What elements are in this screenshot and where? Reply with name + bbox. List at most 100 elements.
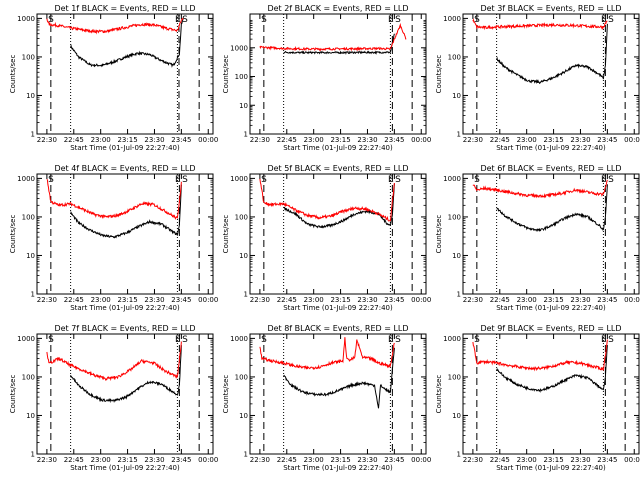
event-marker-e: E	[601, 15, 607, 25]
event-marker-s: S	[608, 15, 614, 25]
lld-series-line	[46, 341, 182, 382]
x-tick-label: 22:45	[277, 456, 297, 464]
events-series-line	[70, 184, 182, 239]
x-tick-label: 00:00	[624, 136, 640, 144]
y-tick-label: 100	[235, 373, 248, 381]
chart-panel-5: Det 5f BLACK = Events, RED = LLD 1 10 100 10…	[222, 164, 431, 312]
y-tick-label: 1000	[17, 335, 35, 343]
event-marker-s: S	[395, 15, 401, 25]
events-series-line	[496, 184, 608, 232]
x-tick-label: 22:30	[37, 136, 57, 144]
y-tick-label: 100	[448, 373, 461, 381]
chart-panel-7: Det 7f BLACK = Events, RED = LLD 1 10 100 10…	[9, 324, 218, 472]
chart-title: Det 9f BLACK = Events, RED = LLD	[480, 324, 621, 333]
y-tick-label: 10	[452, 412, 461, 420]
y-tick-label: 1	[31, 131, 35, 139]
x-tick-label: 22:45	[277, 136, 297, 144]
y-tick-label: 100	[22, 53, 35, 61]
x-tick-label: 22:30	[463, 296, 483, 304]
x-tick-label: 00:00	[198, 456, 218, 464]
chart-title: Det 8f BLACK = Events, RED = LLD	[267, 324, 408, 333]
x-axis-label: Start Time (01-Jul-09 22:27:40)	[496, 144, 606, 152]
event-marker-s: S	[608, 335, 614, 345]
event-marker-s: S	[182, 15, 188, 25]
x-tick-label: 22:45	[64, 456, 84, 464]
events-series-line	[496, 23, 608, 85]
lld-series-line	[472, 18, 608, 31]
y-tick-label: 10	[239, 252, 248, 260]
y-axis-label: Counts/sec	[9, 215, 17, 254]
y-axis-label: Counts/sec	[9, 375, 17, 414]
y-axis-label: Counts/sec	[222, 375, 230, 414]
chart-title: Det 6f BLACK = Events, RED = LLD	[480, 164, 621, 173]
x-tick-label: 23:15	[543, 136, 563, 144]
lld-series-line	[259, 22, 407, 52]
plot-frame	[249, 13, 427, 135]
y-tick-label: 10	[239, 102, 248, 110]
y-tick-label: 100	[235, 73, 248, 81]
x-tick-label: 23:15	[330, 456, 350, 464]
chart-panel-9: Det 9f BLACK = Events, RED = LLD 1 10 100 10…	[435, 324, 640, 472]
x-tick-label: 23:45	[171, 296, 191, 304]
x-tick-label: 22:30	[250, 456, 270, 464]
y-axis-label: Counts/sec	[435, 375, 443, 414]
chart-title: Det 4f BLACK = Events, RED = LLD	[54, 164, 195, 173]
y-tick-label: 1000	[443, 15, 461, 23]
y-tick-label: 10	[239, 412, 248, 420]
x-tick-label: 22:45	[490, 136, 510, 144]
x-tick-label: 22:45	[64, 296, 84, 304]
event-marker-s: S	[261, 335, 267, 345]
x-tick-label: 23:15	[543, 456, 563, 464]
x-tick-label: 23:45	[171, 136, 191, 144]
x-tick-label: 23:30	[570, 296, 590, 304]
y-tick-label: 1000	[443, 335, 461, 343]
y-tick-label: 1	[244, 451, 248, 459]
event-marker-e: E	[601, 175, 607, 185]
plot-frame	[249, 173, 427, 295]
event-marker-e: E	[175, 335, 181, 345]
event-marker-e: E	[601, 335, 607, 345]
y-axis-label: Counts/sec	[435, 55, 443, 94]
y-tick-label: 10	[26, 252, 35, 260]
x-tick-label: 00:00	[411, 456, 431, 464]
y-axis-label: Counts/sec	[222, 215, 230, 254]
y-tick-label: 10	[452, 92, 461, 100]
chart-panel-8: Det 8f BLACK = Events, RED = LLD 1 10 100 10…	[222, 324, 431, 472]
x-tick-label: 23:45	[597, 136, 617, 144]
plot-frame	[462, 333, 640, 455]
y-axis-label: Counts/sec	[435, 215, 443, 254]
y-tick-label: 1	[457, 451, 461, 459]
event-marker-s: S	[48, 175, 54, 185]
x-tick-label: 23:15	[117, 456, 137, 464]
x-tick-label: 23:45	[597, 296, 617, 304]
y-tick-label: 100	[235, 213, 248, 221]
lld-series-line	[472, 179, 608, 199]
x-tick-label: 23:45	[384, 296, 404, 304]
x-tick-label: 23:00	[91, 136, 111, 144]
x-tick-label: 22:30	[250, 296, 270, 304]
y-tick-label: 100	[22, 213, 35, 221]
x-tick-label: 00:00	[198, 296, 218, 304]
event-marker-e: E	[175, 15, 181, 25]
x-tick-label: 00:00	[624, 456, 640, 464]
event-marker-e: E	[175, 175, 181, 185]
x-tick-label: 22:30	[463, 456, 483, 464]
events-series-line	[70, 345, 182, 404]
chart-panel-6: Det 6f BLACK = Events, RED = LLD 1 10 100 10…	[435, 164, 640, 312]
event-marker-s: S	[474, 15, 480, 25]
events-series-line	[283, 33, 395, 55]
plot-frame	[462, 173, 640, 295]
chart-panel-2: Det 2f BLACK = Events, RED = LLD 1 10 100 10…	[222, 4, 431, 152]
y-tick-label: 1	[31, 291, 35, 299]
chart-title: Det 3f BLACK = Events, RED = LLD	[480, 4, 621, 13]
y-tick-label: 10	[26, 92, 35, 100]
event-marker-s: S	[261, 175, 267, 185]
plot-frame	[462, 13, 640, 135]
chart-title: Det 1f BLACK = Events, RED = LLD	[54, 4, 195, 13]
y-tick-label: 1	[31, 451, 35, 459]
x-tick-label: 23:00	[517, 136, 537, 144]
event-marker-e: E	[388, 335, 394, 345]
lld-series-line	[46, 17, 184, 35]
event-marker-s: S	[474, 175, 480, 185]
